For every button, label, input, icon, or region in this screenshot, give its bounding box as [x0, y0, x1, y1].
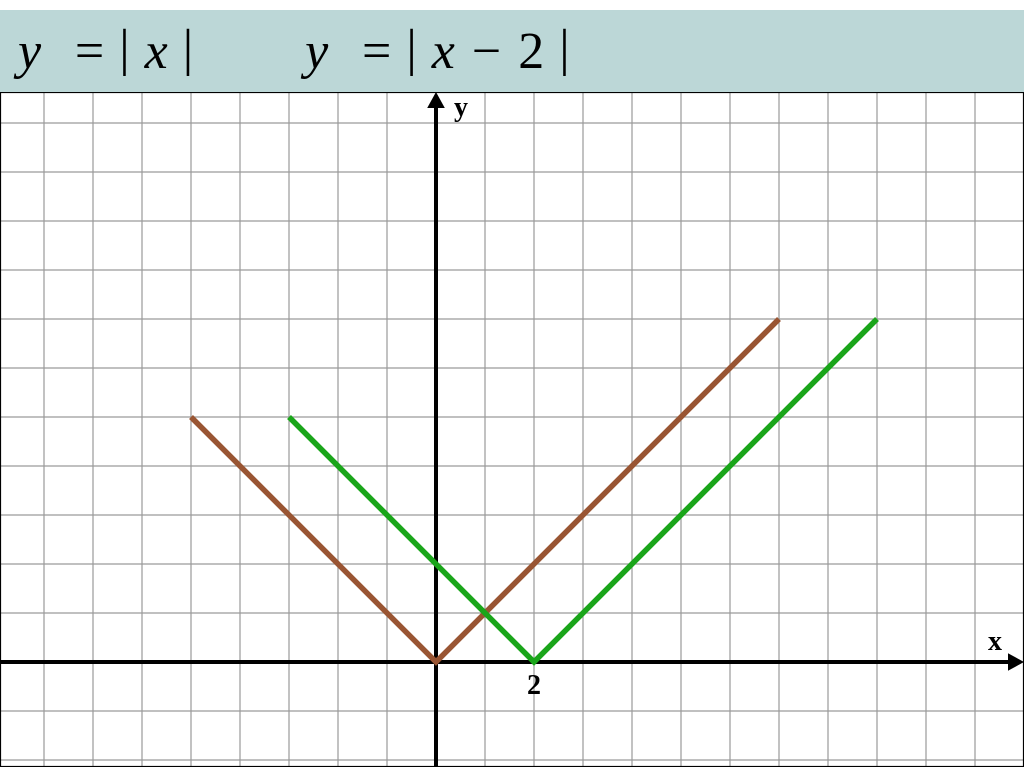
equation-2: y = | x − 2 |	[305, 22, 571, 81]
eq2-bar-open: |	[404, 20, 418, 77]
y-axis-label: y	[454, 92, 468, 123]
eq2-x: x	[432, 23, 455, 80]
page-root: y = | x | y = | x − 2 | yx2	[0, 0, 1024, 767]
eq1-y: y	[18, 23, 41, 80]
graph-area: y x 2	[0, 92, 1024, 767]
eq2-minus: −	[468, 23, 505, 80]
eq1-equals: =	[75, 23, 104, 80]
eq1-bar-open: |	[117, 20, 131, 77]
x-axis-label: x	[988, 626, 1002, 657]
chart-background	[0, 92, 1024, 767]
eq2-two: 2	[518, 23, 544, 80]
eq2-equals: =	[362, 23, 391, 80]
eq2-y: y	[305, 23, 328, 80]
eq1-bar-close: |	[181, 20, 195, 77]
equation-header: y = | x | y = | x − 2 |	[0, 10, 1024, 92]
eq2-bar-close: |	[557, 20, 571, 77]
eq1-x: x	[145, 23, 168, 80]
equation-1: y = | x |	[18, 22, 195, 81]
graph-svg: y x 2	[0, 92, 1024, 767]
x-tick-label: 2	[527, 670, 541, 701]
